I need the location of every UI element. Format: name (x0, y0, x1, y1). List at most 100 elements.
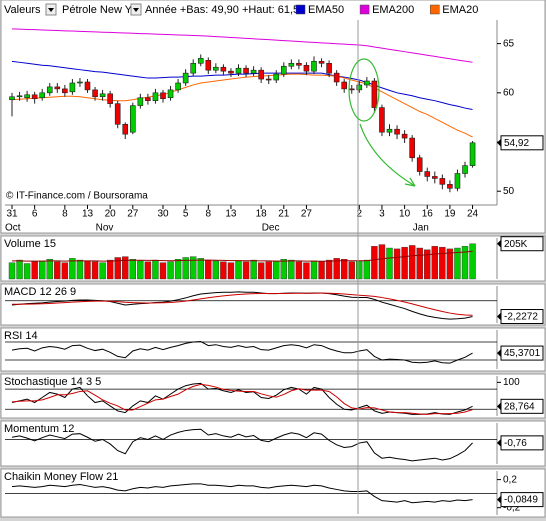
last-value-pointer (497, 349, 501, 358)
volume-bar (212, 260, 220, 280)
volume-bar (424, 249, 431, 280)
volume-bar (227, 262, 235, 280)
volume-bar (16, 259, 23, 280)
volume-bar (220, 261, 227, 280)
month-label: Dec (262, 223, 280, 234)
x-tick-label: 21 (278, 209, 290, 220)
volume-bar (137, 260, 144, 280)
candle-body (16, 95, 23, 98)
volume-bar (174, 259, 182, 280)
volume-bar (356, 260, 363, 280)
volume-bar (54, 261, 61, 280)
last-value-pointer (497, 402, 501, 411)
volume-bar (273, 260, 280, 280)
x-tick-label: 10 (399, 209, 411, 220)
x-tick-label: 27 (127, 209, 139, 220)
candle-body (409, 137, 415, 159)
volume-bar (23, 263, 31, 280)
last-value-label: 28,764 (504, 401, 535, 412)
volume-bar (122, 256, 129, 280)
volume-bar (76, 259, 84, 280)
volume-bar (454, 247, 461, 280)
volume-bar (386, 247, 393, 280)
month-label: Oct (5, 223, 21, 234)
panel (0, 327, 546, 372)
volume-bar (378, 244, 386, 280)
volume-bar (84, 260, 91, 280)
candle-body (205, 60, 212, 71)
x-tick-label: 27 (301, 209, 313, 220)
panel-title: MACD 12 26 9 (4, 286, 76, 298)
volume-bar (235, 260, 242, 280)
volume-bar (325, 259, 333, 280)
volume-bar (114, 257, 121, 280)
panel-title: Stochastique 14 3 5 (4, 376, 101, 388)
candle-body (296, 62, 302, 66)
last-value-pointer (497, 239, 501, 248)
last-value-label: 205K (504, 239, 528, 250)
volume-bar (348, 261, 355, 280)
indicator-line (11, 483, 473, 504)
candle-body (137, 97, 144, 106)
volume-bar (461, 246, 469, 280)
last-value-label: -0,76 (504, 438, 527, 449)
candle-body (160, 92, 166, 100)
candle-body (84, 81, 91, 91)
candle-body (213, 66, 219, 71)
legend-label: EMA200 (372, 4, 414, 16)
volume-bar (129, 259, 137, 280)
candle-body (130, 105, 136, 133)
dropdown-arrow (133, 8, 139, 12)
volume-bar (152, 259, 159, 280)
candle-body (416, 157, 423, 172)
volume-bar (295, 261, 303, 280)
candle-body (167, 89, 174, 99)
candle-body (197, 58, 204, 64)
ema-line (11, 73, 473, 138)
candle-body (152, 92, 159, 101)
volume-bar (469, 243, 476, 280)
candle-body (77, 81, 83, 84)
last-value-box (500, 309, 544, 325)
volume-bar (333, 258, 340, 280)
volume-bar (408, 245, 416, 280)
volume-bar (91, 261, 99, 280)
candle-body (92, 89, 98, 98)
volume-bar (416, 247, 423, 280)
panel-title: Volume 15 (4, 238, 56, 250)
volume-bar (182, 257, 189, 280)
y-tick-label: 100 (503, 377, 520, 388)
x-tick-label: 18 (256, 209, 268, 220)
volume-bar (393, 248, 401, 280)
indicator-line (11, 383, 473, 415)
candle-body (9, 96, 15, 101)
panel (0, 468, 546, 518)
x-tick-label: 5 (183, 209, 189, 220)
candle-body (341, 81, 348, 90)
candle-body (273, 73, 280, 81)
range-text: Année +Bas: 49,90 +Haut: 61,55 (145, 4, 305, 16)
legend-label: EMA50 (308, 4, 344, 16)
candle-body (265, 78, 272, 81)
candle-body (431, 176, 438, 179)
candle-body (356, 84, 363, 91)
last-value-label: 45,3701 (504, 348, 541, 359)
volume-bar (69, 258, 76, 280)
last-value-box (500, 492, 544, 508)
volume-bar (401, 246, 408, 280)
candle-body (364, 80, 370, 86)
volume-bar (446, 248, 454, 280)
indicator-line (11, 291, 473, 320)
last-value-label: -2,2272 (504, 312, 538, 323)
candle-body (190, 62, 196, 74)
volume-bar (99, 262, 106, 280)
candle-body (394, 128, 400, 135)
month-label: Jan (413, 223, 429, 234)
candle-body (280, 65, 287, 75)
volume-bar (439, 246, 446, 280)
candle-body (258, 69, 264, 80)
y-tick-label: 0,2 (503, 474, 517, 485)
candle-body (469, 142, 476, 166)
last-value-pointer (497, 438, 501, 447)
